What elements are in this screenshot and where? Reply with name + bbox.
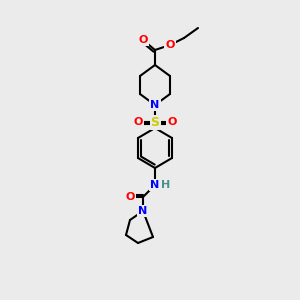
Text: S: S: [151, 116, 160, 128]
Text: O: O: [167, 117, 177, 127]
Text: O: O: [138, 35, 148, 45]
Text: N: N: [150, 100, 160, 110]
Text: O: O: [133, 117, 143, 127]
Text: N: N: [150, 180, 160, 190]
Text: O: O: [125, 192, 135, 202]
Text: H: H: [161, 180, 171, 190]
Text: O: O: [165, 40, 175, 50]
Text: N: N: [138, 206, 148, 216]
